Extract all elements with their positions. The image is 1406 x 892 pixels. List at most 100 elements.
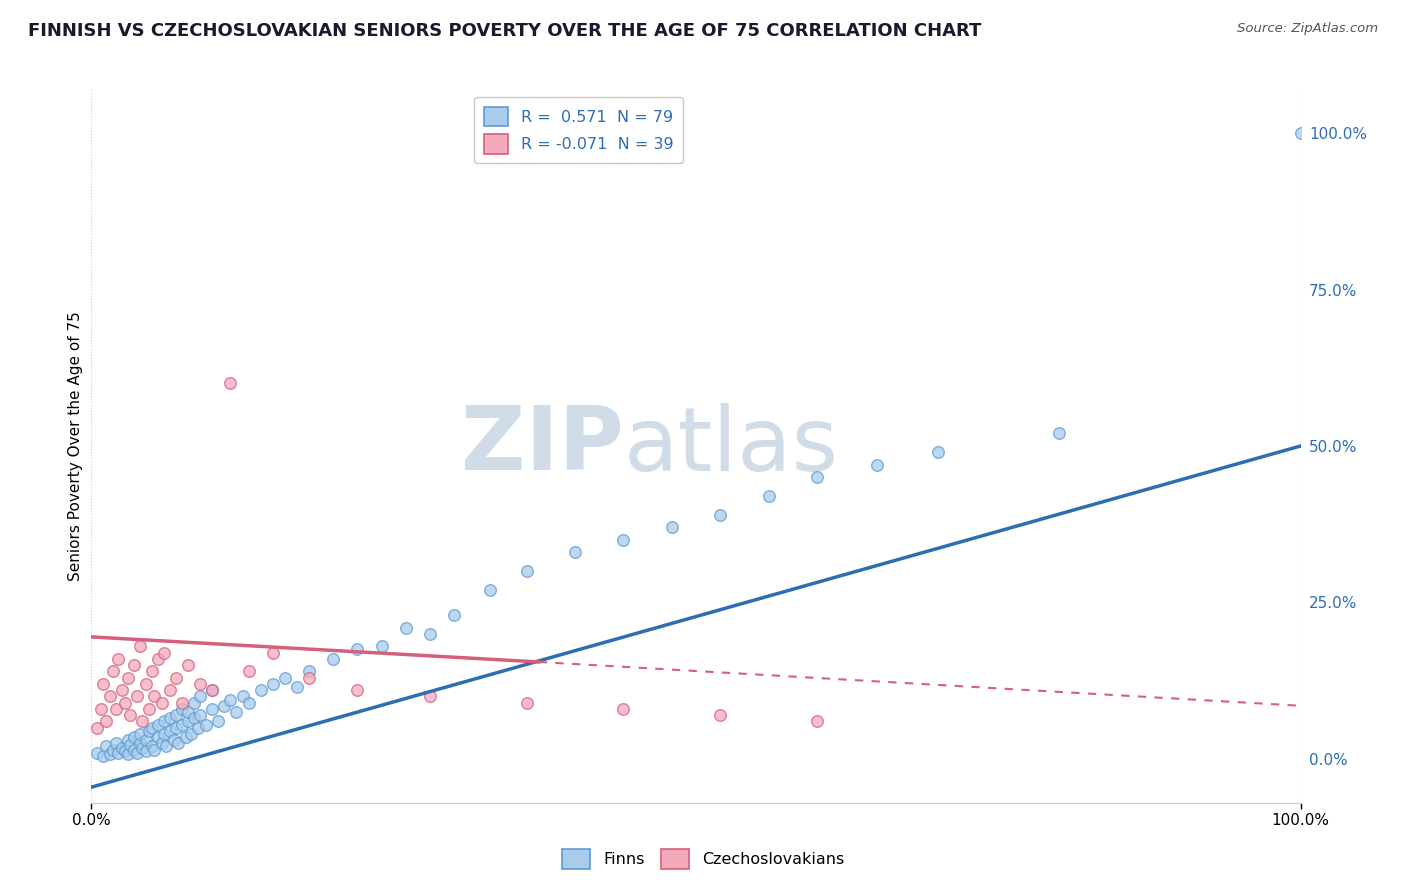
Point: [516, 564, 538, 578]
Point: [165, 671, 187, 685]
Point: [117, 733, 139, 747]
Point: [443, 607, 465, 622]
Point: [195, 717, 218, 731]
Point: [93, 748, 115, 763]
Point: [146, 730, 169, 744]
Point: [177, 714, 200, 729]
Point: [117, 671, 139, 685]
Point: [104, 702, 127, 716]
Point: [346, 642, 368, 657]
Point: [806, 470, 828, 484]
Point: [1289, 126, 1312, 140]
Point: [612, 702, 634, 716]
Point: [709, 508, 731, 522]
Point: [146, 652, 169, 666]
Point: [114, 696, 136, 710]
Point: [141, 721, 163, 735]
Point: [219, 692, 242, 706]
Point: [122, 658, 145, 673]
Point: [201, 702, 224, 716]
Legend: Finns, Czechoslovakians: Finns, Czechoslovakians: [555, 843, 851, 875]
Text: FINNISH VS CZECHOSLOVAKIAN SENIORS POVERTY OVER THE AGE OF 75 CORRELATION CHART: FINNISH VS CZECHOSLOVAKIAN SENIORS POVER…: [28, 22, 981, 40]
Point: [101, 742, 124, 756]
Point: [262, 646, 284, 660]
Text: atlas: atlas: [623, 402, 838, 490]
Text: Source: ZipAtlas.com: Source: ZipAtlas.com: [1237, 22, 1378, 36]
Point: [225, 705, 247, 719]
Point: [188, 690, 211, 704]
Point: [159, 723, 181, 738]
Point: [180, 727, 202, 741]
Point: [927, 445, 949, 459]
Point: [274, 671, 297, 685]
Point: [395, 621, 418, 635]
Point: [128, 727, 150, 741]
Point: [98, 690, 121, 704]
Point: [131, 740, 153, 755]
Point: [127, 746, 149, 760]
Point: [138, 723, 160, 738]
Point: [370, 640, 392, 654]
Point: [238, 696, 260, 710]
Point: [153, 727, 176, 741]
Point: [135, 733, 157, 747]
Point: [111, 683, 132, 698]
Point: [479, 582, 502, 597]
Point: [143, 690, 166, 704]
Point: [128, 736, 150, 750]
Point: [143, 742, 166, 756]
Point: [114, 744, 136, 758]
Point: [128, 640, 150, 654]
Point: [187, 721, 209, 735]
Point: [249, 683, 271, 698]
Point: [709, 708, 731, 723]
Point: [122, 730, 145, 744]
Point: [177, 705, 200, 719]
Point: [135, 677, 157, 691]
Point: [155, 739, 177, 754]
Point: [104, 736, 127, 750]
Point: [107, 746, 129, 760]
Point: [172, 702, 194, 716]
Point: [238, 665, 260, 679]
Point: [98, 747, 121, 761]
Point: [159, 683, 181, 698]
Point: [419, 690, 441, 704]
Text: ZIP: ZIP: [461, 402, 623, 490]
Point: [153, 646, 176, 660]
Point: [177, 658, 200, 673]
Point: [86, 746, 108, 760]
Point: [146, 717, 169, 731]
Point: [214, 698, 236, 713]
Point: [346, 683, 368, 698]
Point: [262, 677, 284, 691]
Point: [122, 742, 145, 756]
Point: [141, 739, 163, 754]
Y-axis label: Seniors Poverty Over the Age of 75: Seniors Poverty Over the Age of 75: [67, 311, 83, 581]
Point: [93, 677, 115, 691]
Point: [201, 683, 224, 698]
Point: [419, 627, 441, 641]
Point: [167, 736, 190, 750]
Point: [94, 714, 117, 729]
Point: [806, 714, 828, 729]
Point: [564, 545, 586, 559]
Point: [94, 739, 117, 754]
Point: [138, 702, 160, 716]
Point: [150, 736, 173, 750]
Point: [183, 696, 205, 710]
Point: [117, 747, 139, 761]
Point: [188, 677, 211, 691]
Point: [172, 717, 194, 731]
Point: [90, 702, 112, 716]
Point: [219, 376, 242, 391]
Point: [207, 714, 229, 729]
Legend: R =  0.571  N = 79, R = -0.071  N = 39: R = 0.571 N = 79, R = -0.071 N = 39: [474, 97, 683, 163]
Point: [866, 458, 889, 472]
Point: [120, 738, 142, 752]
Point: [101, 665, 124, 679]
Point: [150, 696, 173, 710]
Point: [174, 730, 197, 744]
Point: [188, 708, 211, 723]
Point: [141, 665, 163, 679]
